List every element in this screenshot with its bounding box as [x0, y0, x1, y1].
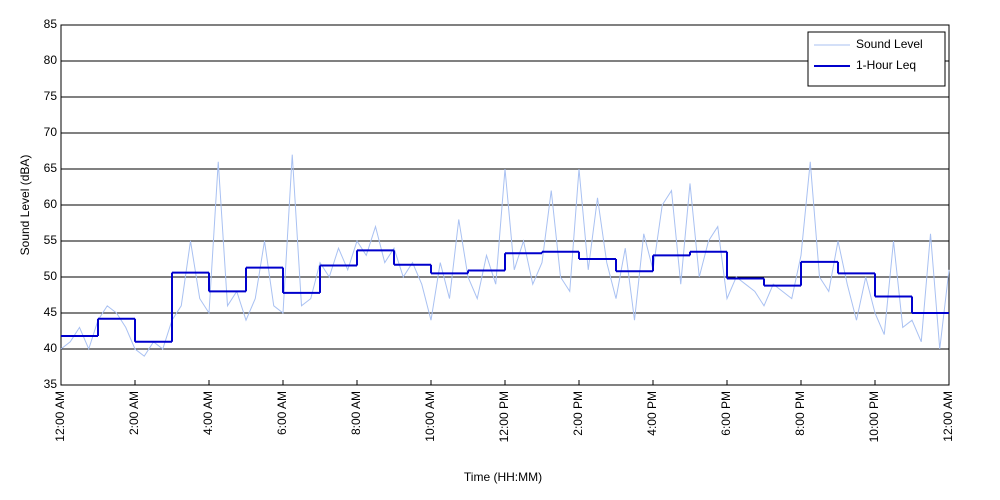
y-tick-label: 85: [44, 17, 58, 31]
x-tick-label: 10:00 AM: [423, 391, 437, 442]
x-tick-label: 6:00 PM: [719, 391, 733, 436]
x-tick-label: 4:00 AM: [201, 391, 215, 435]
y-axis-label: Sound Level (dBA): [18, 155, 32, 256]
x-tick-label: 8:00 PM: [793, 391, 807, 436]
x-tick-label: 4:00 PM: [645, 391, 659, 436]
y-tick-label: 80: [44, 53, 58, 67]
y-tick-label: 45: [44, 305, 58, 319]
legend-label: Sound Level: [856, 37, 923, 51]
x-tick-label: 2:00 AM: [127, 391, 141, 435]
step-riser: [97, 250, 913, 342]
y-tick-label: 35: [44, 377, 58, 391]
y-tick-label: 50: [44, 269, 58, 283]
x-tick-label: 12:00 AM: [941, 391, 955, 442]
y-tick-label: 75: [44, 89, 58, 103]
x-tick-label: 8:00 AM: [349, 391, 363, 435]
legend-label: 1-Hour Leq: [856, 58, 916, 72]
y-tick-label: 65: [44, 161, 58, 175]
series-line: [60, 154, 950, 357]
y-tick-label: 60: [44, 197, 58, 211]
y-tick-label: 40: [44, 341, 58, 355]
legend-box: [807, 31, 946, 87]
x-tick-label: 12:00 AM: [53, 391, 67, 442]
x-axis-label: Time (HH:MM): [464, 470, 542, 484]
x-tick-label: 6:00 AM: [275, 391, 289, 435]
x-tick-label: 2:00 PM: [571, 391, 585, 436]
x-tick-label: 12:00 PM: [497, 391, 511, 442]
x-tick-label: 10:00 PM: [867, 391, 881, 442]
y-tick-label: 70: [44, 125, 58, 139]
y-tick-label: 55: [44, 233, 58, 247]
